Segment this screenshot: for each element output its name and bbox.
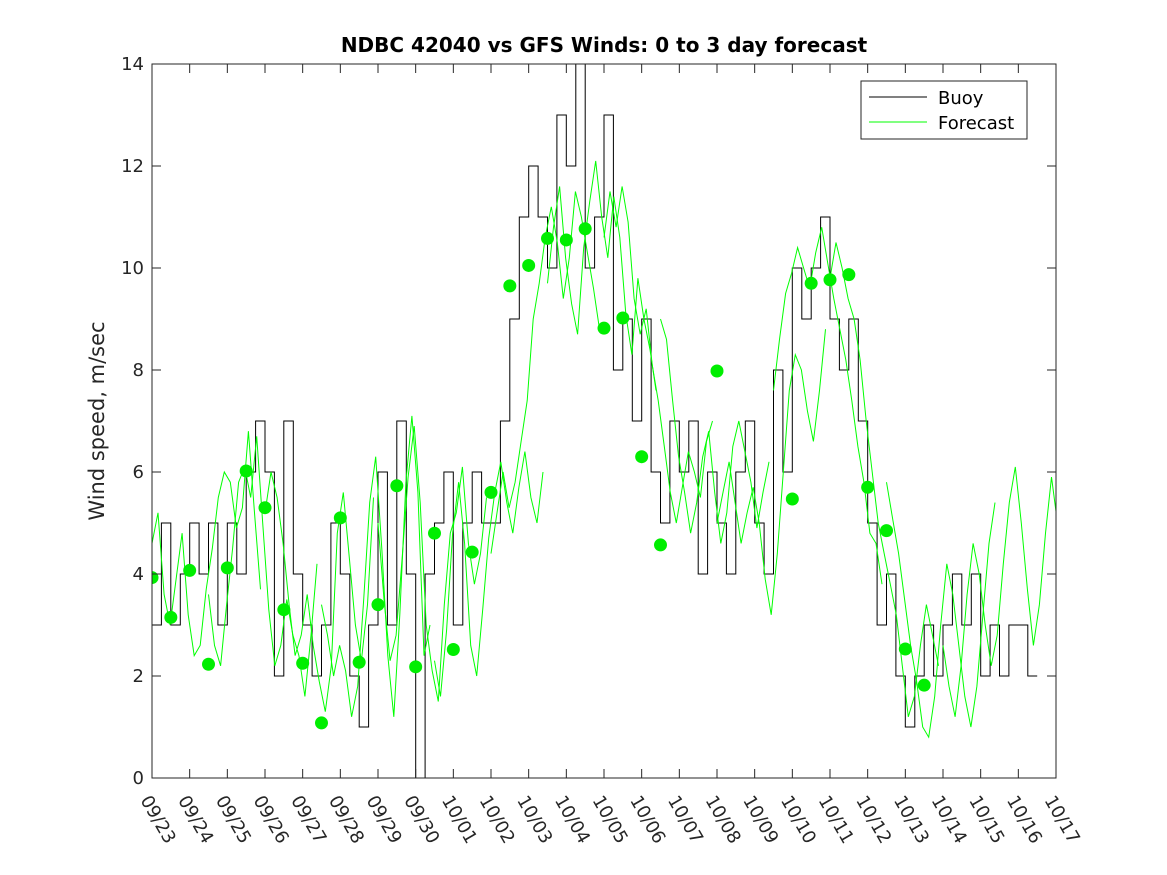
y-axis-label: Wind speed, m/sec xyxy=(85,321,109,520)
forecast-series-line-1 xyxy=(152,431,261,658)
legend-forecast-label: Forecast xyxy=(938,113,1014,134)
analysis-marker xyxy=(315,716,328,730)
y-tick-label: 10 xyxy=(121,258,144,279)
legend: Buoy Forecast xyxy=(860,80,1028,140)
forecast-series-line-4 xyxy=(321,415,431,717)
forecast-series-line-11 xyxy=(716,329,826,615)
forecast-series-line-14 xyxy=(886,482,996,739)
analysis-marker xyxy=(898,642,912,656)
buoy-series-line xyxy=(152,64,1038,778)
legend-box xyxy=(860,80,1028,140)
analysis-marker xyxy=(409,660,423,674)
forecast-series-line-9 xyxy=(603,186,713,524)
analysis-marker xyxy=(352,655,366,669)
legend-buoy-label: Buoy xyxy=(938,88,984,109)
analysis-marker xyxy=(465,545,479,559)
analysis-marker xyxy=(880,524,893,538)
analysis-marker xyxy=(390,479,404,493)
y-tick-label: 4 xyxy=(133,564,144,585)
analysis-marker xyxy=(220,561,234,575)
analysis-marker xyxy=(597,321,611,335)
plot-area xyxy=(152,64,1056,778)
analysis-marker xyxy=(785,492,799,506)
analysis-marker xyxy=(635,450,649,464)
analysis-marker xyxy=(804,276,818,290)
analysis-marker xyxy=(654,538,667,552)
analysis-marker xyxy=(428,526,441,540)
analysis-marker xyxy=(578,222,592,236)
forecast-series-line-10 xyxy=(660,318,770,544)
analysis-marker xyxy=(333,511,347,525)
forecast-series-line-3 xyxy=(264,471,374,712)
y-tick-label: 14 xyxy=(121,54,144,75)
y-tick-label: 0 xyxy=(133,768,144,789)
y-tick-label: 2 xyxy=(133,666,144,687)
analysis-marker xyxy=(917,678,931,692)
y-tick-label: 8 xyxy=(133,360,144,381)
analysis-marker xyxy=(541,231,554,245)
analysis-marker xyxy=(503,279,517,293)
chart-title: NDBC 42040 vs GFS Winds: 0 to 3 day fore… xyxy=(341,33,868,57)
analysis-marker xyxy=(277,603,291,617)
forecast-series-line-6 xyxy=(434,451,544,697)
analysis-marker xyxy=(484,485,498,499)
y-tick-label: 12 xyxy=(121,156,144,177)
analysis-marker xyxy=(446,642,460,656)
analysis-marker xyxy=(710,364,724,378)
analysis-marker xyxy=(164,610,178,624)
analysis-marker xyxy=(842,268,856,282)
analysis-marker xyxy=(371,598,385,612)
analysis-marker xyxy=(296,656,310,670)
analysis-marker xyxy=(239,464,253,478)
analysis-marker xyxy=(823,273,837,287)
analysis-marker xyxy=(183,563,197,577)
analysis-marker xyxy=(559,233,573,247)
y-axis: 0 2 4 6 8 10 12 14 xyxy=(121,54,1056,789)
analysis-marker xyxy=(202,657,215,671)
forecast-series-line-5 xyxy=(377,426,487,702)
forecast-series-line-15 xyxy=(942,466,1056,717)
analysis-marker xyxy=(616,311,630,325)
y-tick-label: 6 xyxy=(133,462,144,483)
forecast-series-line-8 xyxy=(547,160,657,391)
forecast-series-line-2 xyxy=(208,436,318,697)
analysis-marker xyxy=(522,258,536,272)
analysis-marker xyxy=(861,480,875,494)
forecast-series-line-13 xyxy=(829,242,939,717)
analysis-marker xyxy=(258,501,272,515)
